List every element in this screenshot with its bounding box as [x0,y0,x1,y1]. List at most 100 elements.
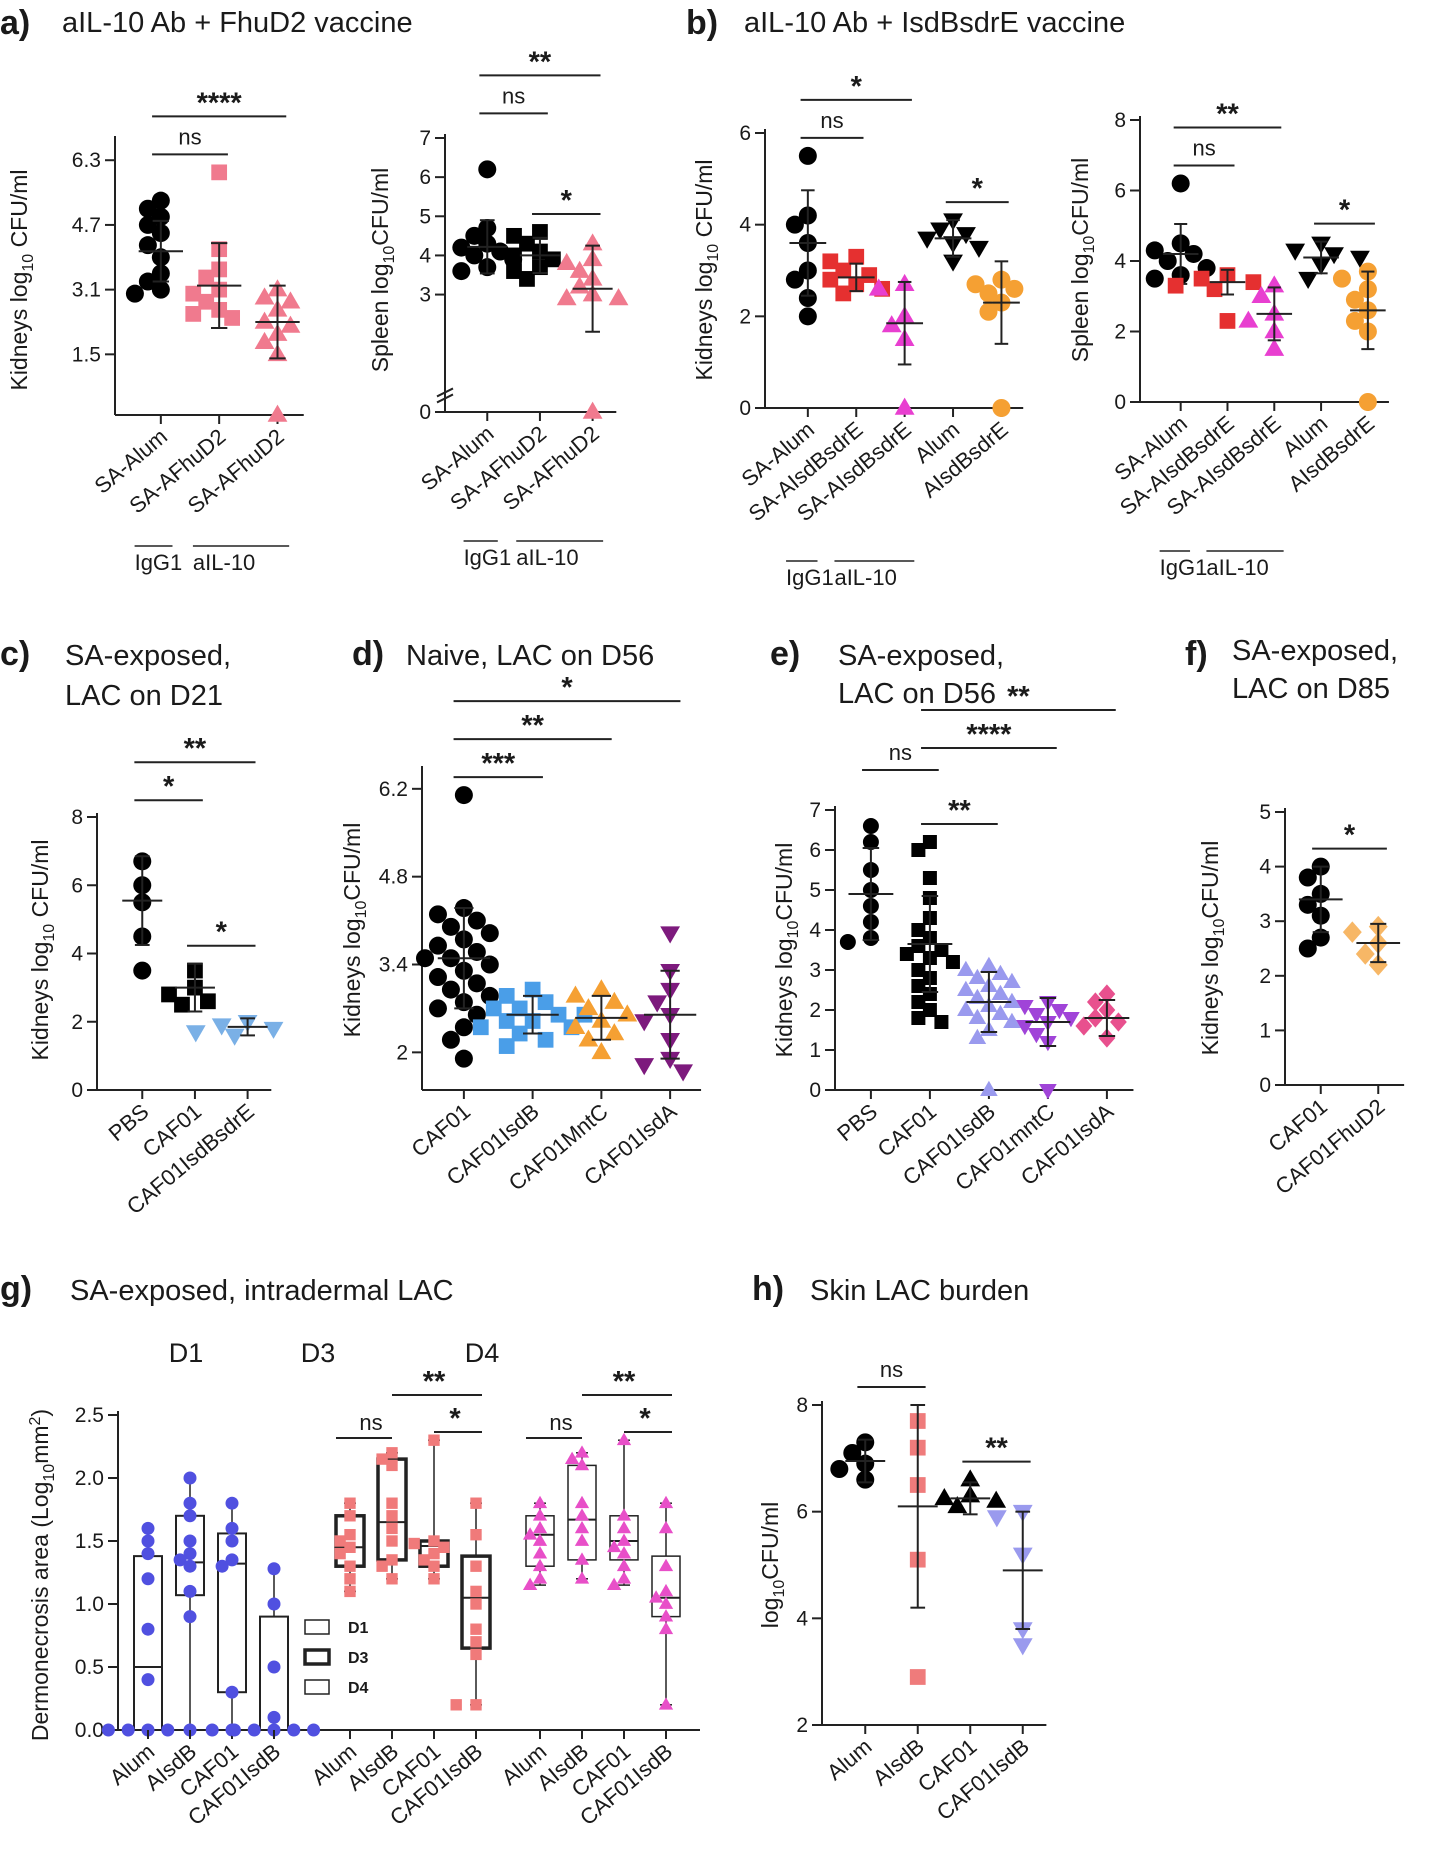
data-point [1345,311,1364,330]
data-point [1238,310,1259,328]
data-point [225,1553,239,1567]
y-tick-label: 1.5 [75,1530,104,1553]
significance-label: ns [178,124,201,149]
data-point [532,1508,548,1521]
y-tick-label: 1.0 [75,1593,104,1616]
legend-label: D1 [348,1620,369,1637]
data-point [227,1723,241,1737]
data-point [1075,1016,1093,1036]
group-label: IgG1 [464,545,512,570]
data-point [1171,174,1190,193]
data-point [868,278,889,296]
data-point [183,1534,197,1548]
data-point [798,289,817,307]
data-point [522,1577,538,1590]
data-point [979,302,998,321]
data-point [1298,271,1319,289]
data-point [438,1541,450,1553]
data-point [1062,1012,1080,1028]
panel-title: aIL-10 Ab + FhuD2 vaccine [62,7,413,39]
y-tick-label: 0 [419,401,431,424]
y-tick-label: 6.2 [379,778,408,801]
group-label: aIL-10 [516,545,578,570]
data-point [537,994,554,1011]
data-point [658,1520,674,1534]
data-point [658,1697,674,1710]
data-point [934,1015,949,1029]
data-point [658,1596,674,1609]
data-point [835,285,852,302]
y-axis-label: Dermonecrosis area (Log10mm2) [27,1409,58,1741]
data-point [565,985,586,1003]
data-point [344,1529,356,1541]
data-point [465,246,484,265]
data-point [441,980,460,999]
data-point [450,1699,462,1711]
panel-title: Skin LAC burden [810,1275,1029,1307]
data-point [183,1559,197,1573]
legend-label: D3 [348,1650,369,1667]
significance-label: ** [613,1366,636,1398]
data-point [843,1444,862,1462]
data-point [1027,1008,1046,1024]
data-point [934,943,949,957]
data-point [862,834,879,850]
data-point [1098,984,1116,1004]
data-point [467,911,486,930]
data-point [1158,252,1177,270]
panel-b-spleen: Spleen log10CFU/ml 02468SA-AlumSA-AIsdBs… [1067,98,1389,580]
data-point [376,1453,388,1465]
data-point [454,786,473,805]
data-point [254,331,275,349]
y-axis-label: Spleen log10CFU/ml [1067,158,1098,362]
data-point [1012,1638,1033,1656]
data-point [524,981,541,998]
data-point [861,267,878,283]
y-tick-label: 2 [739,305,751,328]
y-axis-label: Kidneys log10 CFU/ml [691,159,722,380]
significance-label: ** [1216,98,1239,130]
significance-label: * [216,917,228,949]
data-point [532,1520,548,1534]
data-point [215,1559,229,1573]
significance-label: ** [1007,681,1030,713]
significance-label: ns [502,83,525,108]
panel-title: Naive, LAC on D56 [406,640,654,672]
data-point [911,939,926,953]
data-point [532,1546,548,1559]
data-point [658,1495,674,1509]
y-axis-label: Kidneys log10 CFU/ml [6,169,37,390]
data-point [957,1000,975,1016]
data-point [470,1598,482,1610]
data-point [205,1723,219,1737]
y-tick-label: 4 [1259,856,1271,879]
panel-a-spleen: Spleen log10CFU/ml 034567SA-AlumSA-AFhuD… [367,46,629,570]
data-point [660,1051,681,1069]
y-axis-label: log10CFU/ml [757,1502,788,1628]
panel-title-line2: LAC on D85 [1232,673,1390,705]
data-point [183,1610,197,1624]
data-point [1251,285,1272,303]
y-tick-label: 6 [419,166,431,189]
data-point [966,275,985,294]
y-tick-label: 1 [809,1039,821,1062]
data-point [151,280,170,299]
data-point [1005,279,1024,298]
data-point [532,1558,548,1572]
data-point [183,1584,197,1598]
data-point [848,248,865,265]
data-point [660,926,681,944]
data-point [798,307,817,326]
y-tick-label: 8 [71,806,83,829]
panel-label: g) [0,1270,32,1308]
data-point [634,1014,655,1032]
data-point [894,397,915,415]
group-label: aIL-10 [193,550,255,575]
data-point [428,1535,440,1547]
data-point [225,1496,239,1510]
panel-label: f) [1185,635,1208,673]
panel-title-line1: SA-exposed, [65,640,231,672]
y-tick-label: 4.8 [379,866,408,889]
data-point [211,1018,232,1036]
